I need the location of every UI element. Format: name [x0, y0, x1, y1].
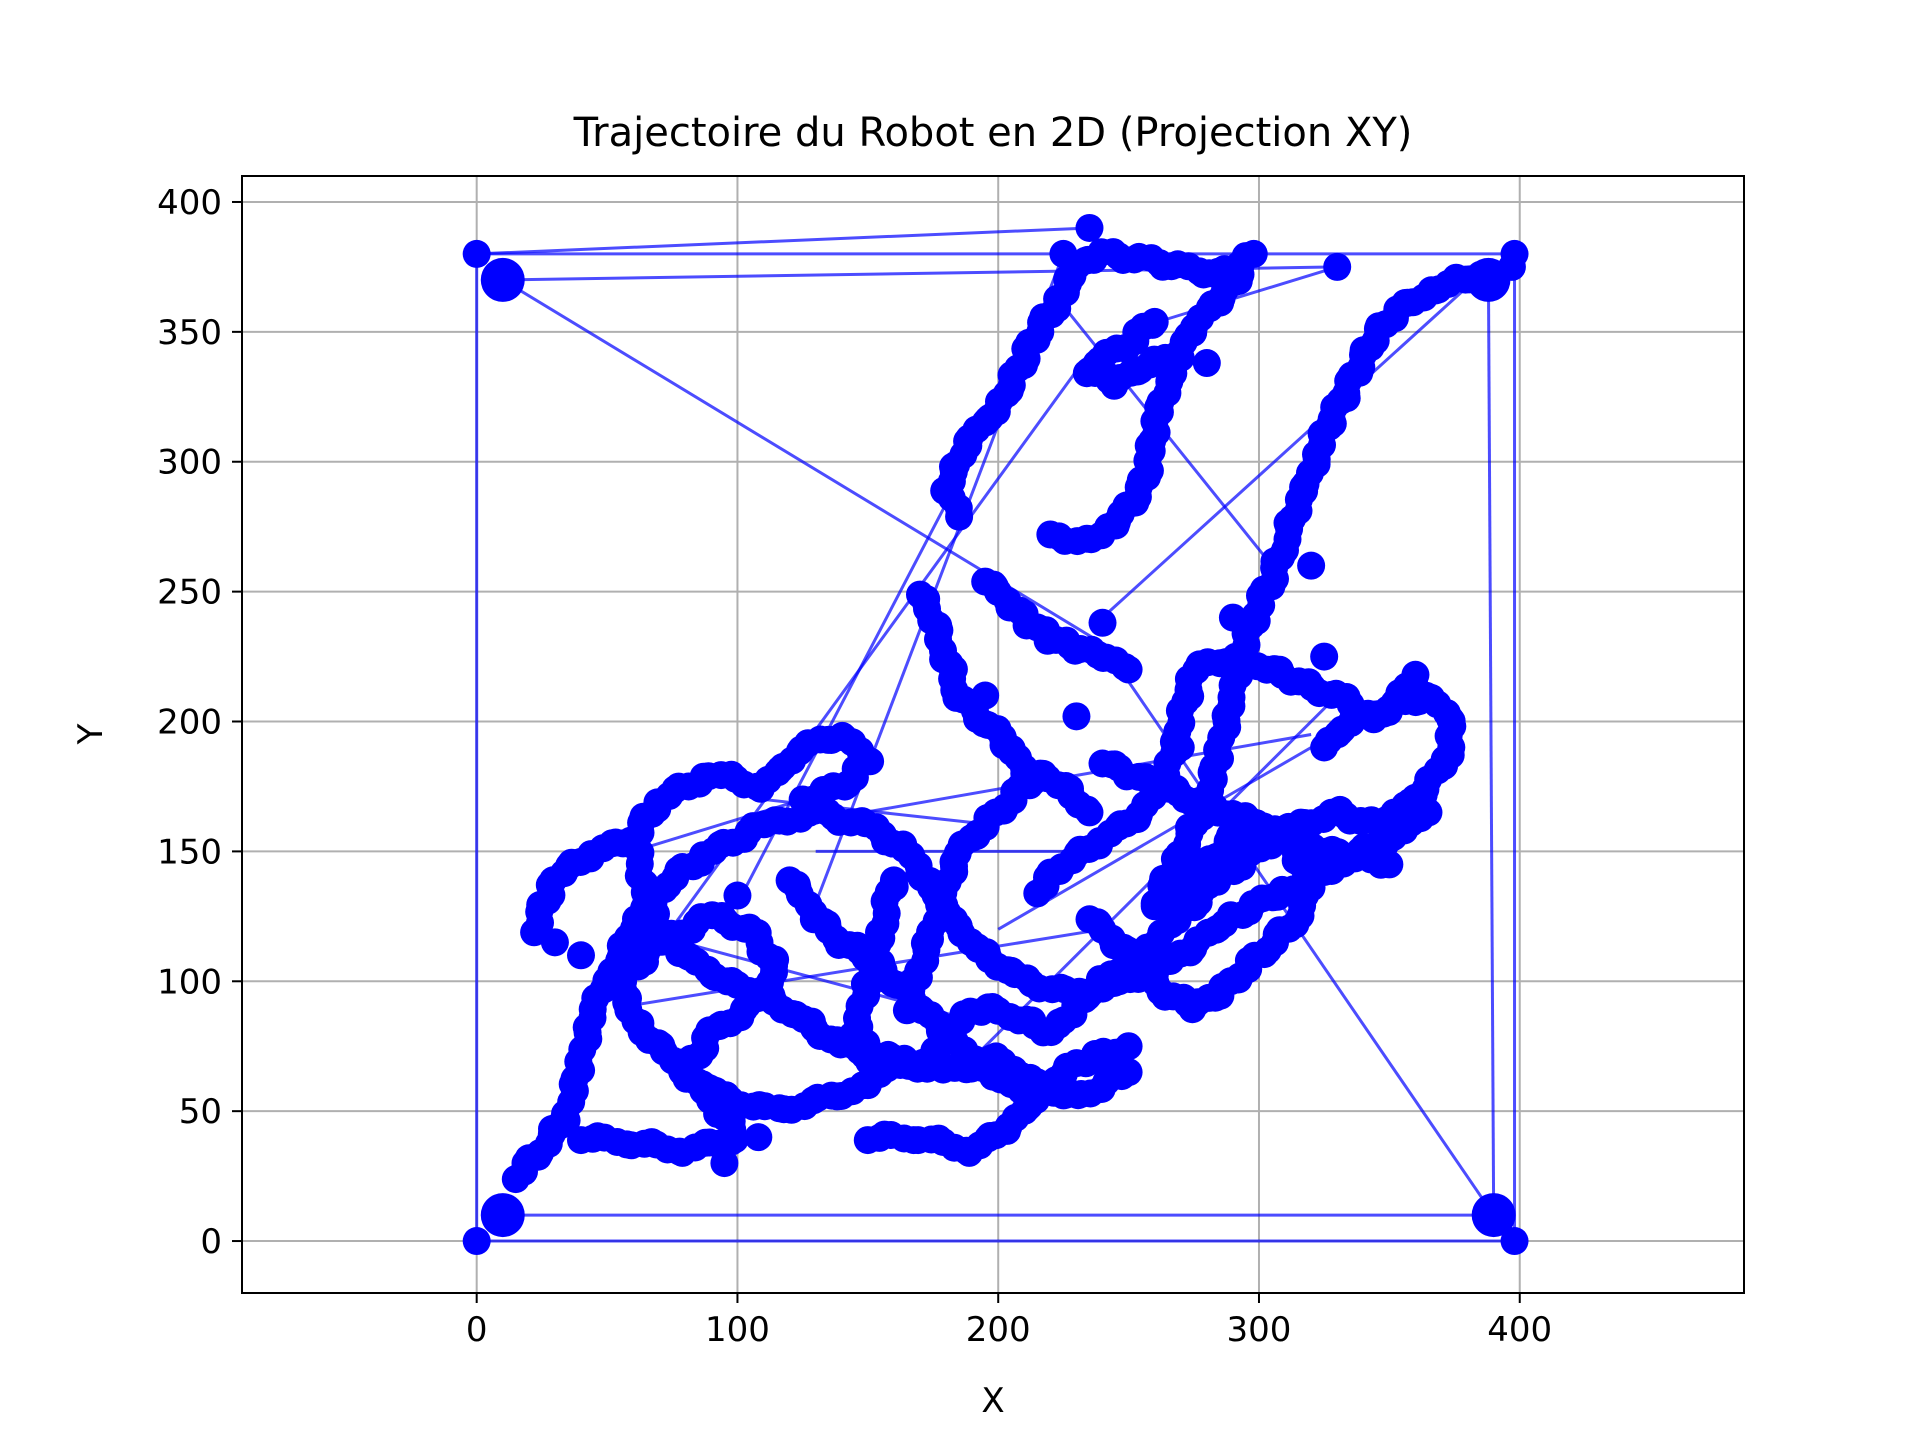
- y-tick-label: 150: [157, 832, 222, 872]
- ticks: 0 100 200 300 400 0 50 100 150 200 250 300 350 400: [157, 183, 1552, 1350]
- trajectory-connector: [1101, 273, 1482, 619]
- trajectory-point: [480, 257, 525, 302]
- trajectory-point: [1218, 603, 1247, 632]
- x-tick-label: 100: [705, 1310, 770, 1350]
- trajectory-point: [1075, 213, 1104, 242]
- x-axis-label: X: [981, 1381, 1004, 1421]
- trajectory-points: [462, 213, 1529, 1256]
- y-tick-label: 250: [157, 573, 222, 613]
- trajectory-point: [462, 1227, 491, 1256]
- trajectory-point: [1239, 239, 1268, 268]
- y-tick-label: 100: [157, 962, 222, 1002]
- x-tick-label: 0: [466, 1310, 488, 1350]
- y-tick-label: 350: [157, 313, 222, 353]
- trajectory-connector: [1486, 279, 1496, 1216]
- trajectory-marker: [1310, 733, 1339, 762]
- trajectory-marker: [1075, 798, 1104, 827]
- y-tick-label: 300: [157, 443, 222, 483]
- trajectory-marker: [1401, 660, 1430, 689]
- x-tick-label: 300: [1227, 1310, 1292, 1350]
- y-tick-label: 200: [157, 703, 222, 743]
- axes-frame: [241, 175, 1745, 1294]
- trajectory-point: [1297, 551, 1326, 580]
- trajectory-point: [1166, 733, 1195, 762]
- trajectory-point: [723, 881, 752, 910]
- trajectory-marker: [1010, 759, 1039, 788]
- trajectory-marker: [1375, 850, 1404, 879]
- x-tick-label: 200: [966, 1310, 1031, 1350]
- trajectory-point: [1323, 252, 1352, 281]
- trajectory-point: [566, 941, 595, 970]
- trajectory-point: [1062, 702, 1091, 731]
- trajectory-connector: [476, 226, 1090, 256]
- trajectory-marker: [1036, 520, 1065, 549]
- trajectory-point: [462, 239, 491, 268]
- trajectory-point: [1088, 608, 1117, 637]
- trajectory-marker: [1114, 1032, 1143, 1061]
- x-tick-label: 400: [1487, 1310, 1552, 1350]
- trajectory-marker: [1049, 1071, 1078, 1100]
- trajectory-marker: [1140, 889, 1169, 918]
- trajectory-point: [744, 1123, 773, 1152]
- trajectory-point: [1500, 1227, 1529, 1256]
- trajectory-point: [1075, 356, 1104, 385]
- trajectory-point: [540, 928, 569, 957]
- trajectory-marker: [788, 785, 817, 814]
- trajectory-point: [480, 1193, 525, 1238]
- chart-title: Trajectoire du Robot en 2D (Projection X…: [573, 110, 1413, 156]
- trajectory-point: [1310, 642, 1339, 671]
- trajectory-point: [1471, 1193, 1516, 1238]
- trajectory-point: [1049, 239, 1078, 268]
- trajectory-point: [1192, 349, 1221, 378]
- trajectory-point: [971, 681, 1000, 710]
- y-tick-label: 0: [200, 1222, 222, 1262]
- trajectory-point: [1497, 252, 1526, 281]
- y-tick-label: 50: [179, 1092, 222, 1132]
- y-axis-label: Y: [71, 723, 111, 745]
- trajectory-marker: [1166, 343, 1195, 372]
- trajectory-point: [710, 1149, 739, 1178]
- trajectory-marker: [1114, 655, 1143, 684]
- y-tick-label: 400: [157, 183, 222, 223]
